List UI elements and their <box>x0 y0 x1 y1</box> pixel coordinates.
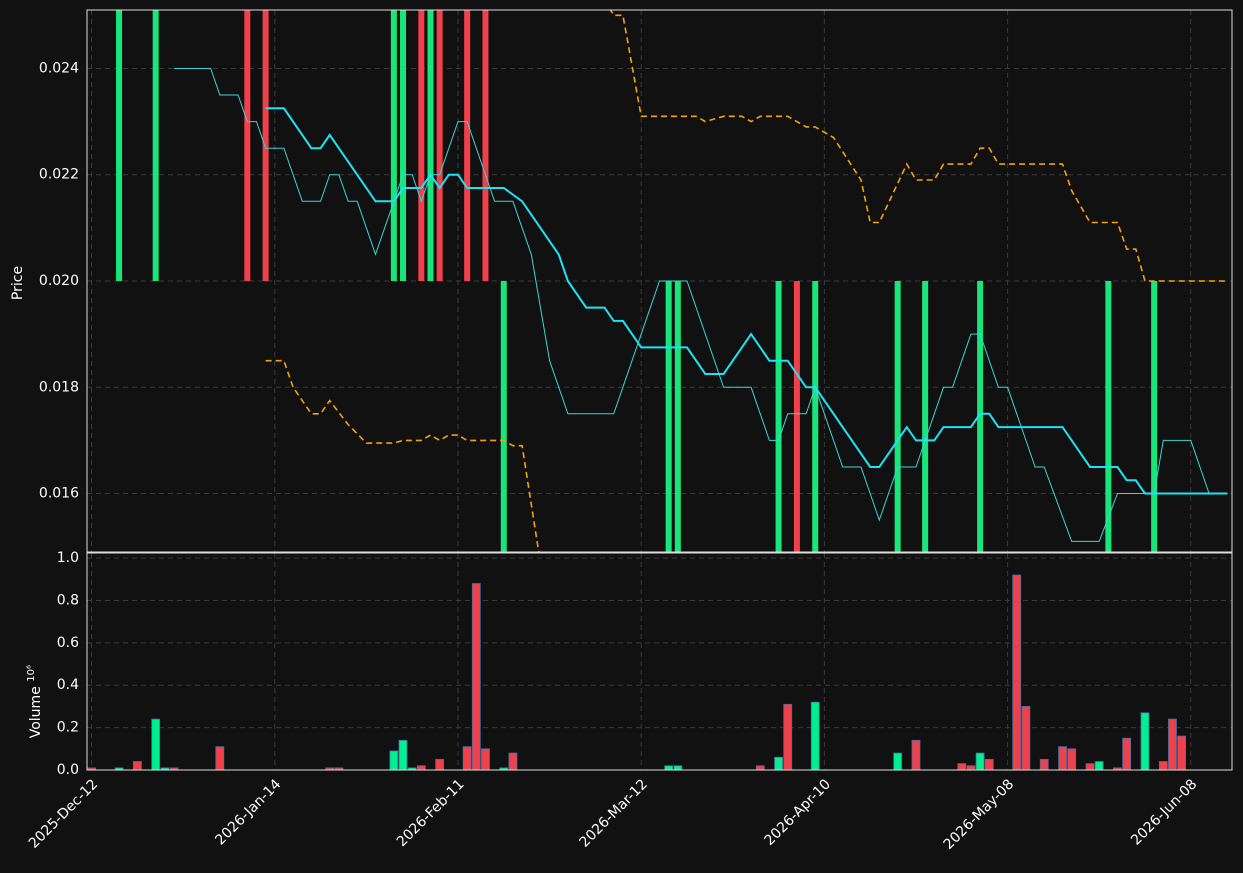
volume-bar <box>389 750 399 771</box>
candle-body <box>977 281 984 552</box>
volume-bar <box>966 765 976 771</box>
candle-body <box>262 10 269 281</box>
candle-body <box>665 281 672 552</box>
candle-body <box>436 10 443 281</box>
x-tick-label: 2026-Mar-12 <box>577 776 651 850</box>
candle-body <box>427 10 434 281</box>
y-axis-label: Volume 10⁶ <box>26 665 44 738</box>
candle-body <box>116 10 123 281</box>
candle-body <box>390 10 397 281</box>
y-tick-label: 0.6 <box>57 635 79 651</box>
volume-bar <box>435 759 445 771</box>
volume-bar <box>1039 759 1049 771</box>
volume-bar <box>132 761 142 771</box>
line-series <box>265 107 1228 495</box>
price-plot <box>87 10 1232 552</box>
volume-bar <box>1094 761 1104 771</box>
line-series <box>265 10 1228 552</box>
line-series <box>174 68 1228 542</box>
x-tick-label: 2026-May-08 <box>941 776 1018 853</box>
volume-bar <box>1122 737 1132 771</box>
y-tick-label: 0.022 <box>39 167 79 183</box>
volume-bar <box>664 765 674 771</box>
candle-body <box>1151 281 1158 552</box>
volume-bar <box>893 752 903 771</box>
y-tick-label: 0.016 <box>39 486 79 502</box>
x-tick-label: 2026-Apr-10 <box>762 776 835 849</box>
candle-body <box>400 10 407 281</box>
candle-body <box>922 281 929 552</box>
y-axis-label-text: Volume <box>28 686 44 738</box>
volume-bar <box>1012 574 1022 771</box>
y-tick-label: 0.024 <box>39 60 79 76</box>
volume-bar <box>471 583 481 771</box>
candle-body <box>775 281 782 552</box>
volume-bar <box>416 765 426 771</box>
x-tick-label: 2025-Dec-12 <box>26 776 101 851</box>
y-axis-unit: 10⁶ <box>26 665 37 682</box>
volume-bar <box>215 746 225 771</box>
candle-body <box>812 281 819 552</box>
y-tick-label: 0.8 <box>57 592 79 608</box>
volume-bar <box>481 748 490 771</box>
y-axis-label: Price <box>10 266 26 300</box>
candle-body <box>674 281 681 552</box>
candle-body <box>418 10 425 281</box>
volume-bar <box>508 752 518 771</box>
volume-bar <box>783 703 793 771</box>
volume-bar <box>911 739 921 771</box>
volume-bar <box>810 701 820 771</box>
volume-bar <box>1021 706 1031 771</box>
volume-bar <box>957 763 967 771</box>
y-tick-label: 0.020 <box>39 273 79 289</box>
volume-bar <box>755 765 765 771</box>
candle-body <box>894 281 901 552</box>
volume-bar <box>1085 763 1095 771</box>
y-tick-label: 0.4 <box>57 677 79 693</box>
volume-bar <box>1067 748 1077 771</box>
volume-bar <box>462 746 472 771</box>
volume-bar <box>1177 735 1187 771</box>
candle-body <box>1105 281 1112 552</box>
volume-bar <box>984 759 994 771</box>
candle-body <box>793 281 800 552</box>
volume-bar <box>774 756 783 771</box>
y-tick-label: 0.0 <box>57 762 79 778</box>
y-tick-label: 0.018 <box>39 379 79 395</box>
volume-bar <box>1058 746 1067 771</box>
x-tick-label: 2026-Feb-11 <box>394 776 468 850</box>
candle-body <box>500 281 507 552</box>
y-tick-label: 1.0 <box>57 550 79 566</box>
y-tick-label: 0.2 <box>57 720 79 736</box>
candle-body <box>464 10 471 281</box>
x-tick-label: 2026-Jan-14 <box>212 776 284 848</box>
volume-bar <box>1140 712 1150 771</box>
candle-body <box>244 10 251 281</box>
volume-frame <box>86 552 1233 771</box>
candle-body <box>152 10 159 281</box>
volume-bar <box>975 752 985 771</box>
candle-body <box>482 10 489 281</box>
volume-bar <box>151 718 161 771</box>
volume-bar <box>398 739 408 771</box>
volume-plot <box>87 553 1232 771</box>
x-tick-label: 2026-Jun-08 <box>1128 776 1200 848</box>
volume-bar <box>1168 718 1177 771</box>
price-frame <box>86 9 1233 553</box>
volume-bar <box>1158 761 1168 771</box>
volume-bar <box>673 765 683 771</box>
